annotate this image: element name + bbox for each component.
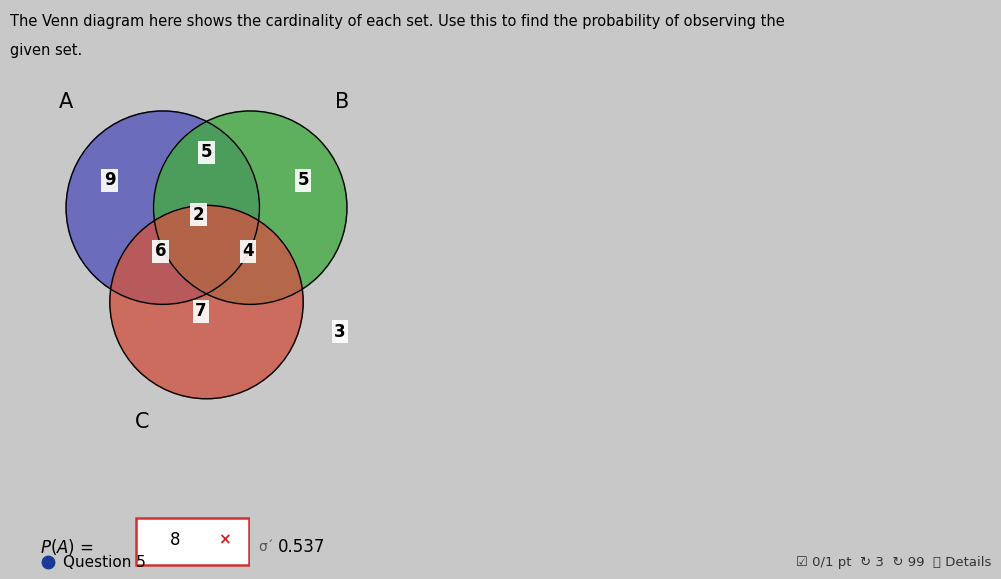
Text: Question 5: Question 5 [63, 555, 146, 570]
Text: 2: 2 [193, 206, 204, 223]
Text: B: B [335, 91, 349, 112]
Text: ☑ 0/1 pt  ↻ 3  ↻ 99  ⓘ Details: ☑ 0/1 pt ↻ 3 ↻ 99 ⓘ Details [796, 556, 991, 569]
Text: 9: 9 [104, 171, 116, 189]
Text: $P(A)$ =: $P(A)$ = [40, 537, 94, 557]
Text: 8: 8 [170, 532, 180, 549]
Text: ×: × [218, 533, 231, 548]
Text: σ´: σ´ [258, 540, 274, 554]
Text: 3: 3 [334, 323, 346, 341]
Circle shape [66, 111, 259, 305]
Text: given set.: given set. [10, 43, 82, 58]
Text: 5: 5 [201, 144, 212, 162]
Text: The Venn diagram here shows the cardinality of each set. Use this to find the pr: The Venn diagram here shows the cardinal… [10, 14, 785, 30]
Text: 6: 6 [155, 243, 166, 261]
Text: 5: 5 [297, 171, 309, 189]
Circle shape [110, 206, 303, 399]
Text: C: C [135, 412, 149, 432]
FancyBboxPatch shape [136, 518, 249, 565]
Text: 0.537: 0.537 [278, 538, 325, 556]
Text: A: A [59, 91, 73, 112]
Text: 7: 7 [195, 302, 207, 320]
Circle shape [153, 111, 347, 305]
Text: 4: 4 [242, 243, 254, 261]
